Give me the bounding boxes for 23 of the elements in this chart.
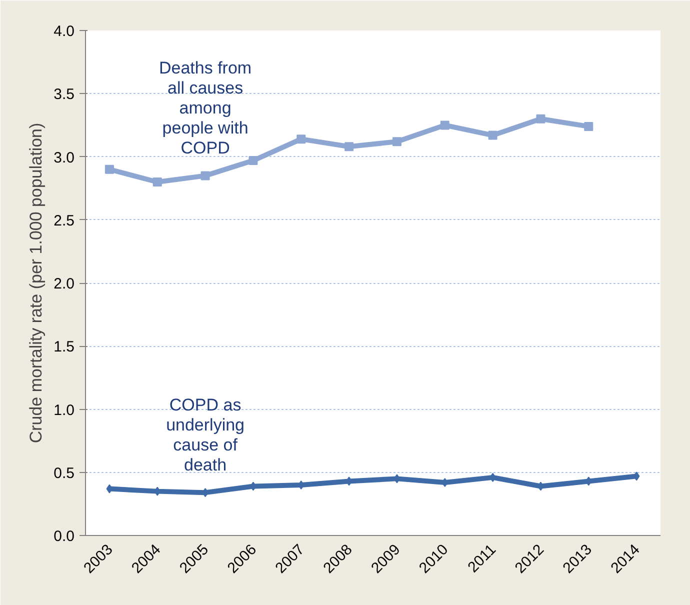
y-tick-label: 0.0 <box>54 528 75 545</box>
y-tick-label: 3.0 <box>54 149 75 166</box>
y-tick-label: 2.0 <box>54 276 75 292</box>
point <box>200 171 210 180</box>
y-tick-label: 1.0 <box>54 402 75 419</box>
point <box>344 142 354 152</box>
y-tick-label: 3.5 <box>54 86 75 104</box>
point <box>248 156 258 166</box>
point <box>584 122 594 131</box>
point <box>488 130 498 140</box>
y-tick-label: 4.0 <box>54 23 75 40</box>
point <box>536 114 546 124</box>
y-axis-title: Crude mortality rate (per 1.000 population) <box>26 122 46 444</box>
y-tick-label: 0.5 <box>54 464 75 482</box>
point <box>392 137 402 146</box>
series-label: COPD as underlying cause of death <box>166 396 245 475</box>
point <box>104 164 114 174</box>
point <box>440 120 450 130</box>
series-label: Deaths from all causes among people with COPD <box>159 58 252 158</box>
y-tick-label: 1.5 <box>54 338 75 356</box>
point <box>152 178 162 186</box>
point <box>296 134 306 144</box>
y-tick-label: 2.5 <box>54 212 75 230</box>
